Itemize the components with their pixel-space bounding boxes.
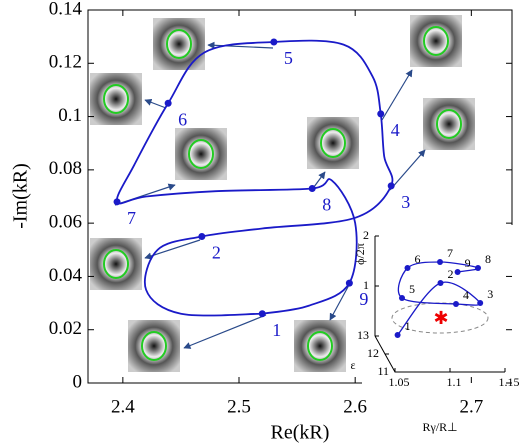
plot-frame: [87, 9, 513, 384]
inset-dashed-ring: [391, 302, 489, 334]
y-tick-label: 0.04: [49, 265, 83, 286]
mode-image: [175, 128, 227, 180]
inset-r-tick-label: 1.15: [499, 375, 520, 389]
trajectory: [115, 39, 394, 317]
mode-image: [128, 320, 180, 372]
point: [270, 38, 278, 46]
point-label: 7: [127, 208, 136, 228]
inset-point: [475, 265, 481, 271]
inset-r-tick-label: 1.1: [447, 375, 462, 389]
mode-image: [410, 15, 462, 67]
point: [258, 310, 266, 318]
x-tick-label: 2.7: [459, 396, 483, 417]
point-label: 2: [212, 243, 221, 263]
inset-r-tick-label: 1.05: [389, 375, 410, 389]
arrow: [144, 98, 167, 109]
inset-point-label: 1: [405, 319, 411, 333]
mode-contour: [103, 84, 129, 114]
inset-eps-label: ε: [350, 358, 355, 372]
point: [308, 185, 316, 193]
point-label: 6: [178, 109, 187, 129]
mode-contour: [436, 109, 462, 139]
x-axis-label: Re(kR): [271, 422, 330, 444]
inset-point-label: 5: [409, 282, 415, 296]
y-tick-label: 0.1: [58, 105, 82, 126]
inset-point-label: 4: [463, 288, 469, 302]
arrow: [207, 41, 274, 49]
inset-point-label: 2: [448, 267, 454, 281]
point: [377, 110, 385, 118]
inset-point: [404, 265, 411, 271]
point-label: 1: [272, 320, 281, 340]
arrow: [389, 149, 426, 191]
y-tick-label: 0.06: [49, 212, 82, 233]
point-label: 3: [401, 192, 410, 212]
mode-contour: [103, 249, 129, 279]
point-label: 4: [391, 120, 400, 140]
y-tick-label: 0: [73, 371, 83, 392]
inset-point: [477, 300, 484, 306]
inset-eps-tick-label: 11: [377, 364, 389, 378]
y-tick-label: 0.02: [49, 318, 82, 339]
x-tick-label: 2.5: [227, 396, 251, 417]
point-label: 9: [359, 289, 368, 309]
inset-point-label: 7: [447, 246, 453, 260]
y-tick-label: 0.08: [49, 158, 82, 179]
x-tick-label: 2.4: [111, 396, 135, 417]
mode-contour: [423, 26, 449, 56]
inset-point: [394, 332, 401, 338]
inset-point: [454, 269, 461, 275]
mode-image: [153, 18, 205, 70]
mode-image: [423, 98, 475, 150]
inset-point-label: 9: [465, 256, 471, 270]
x-tick-label: 2.6: [343, 396, 367, 417]
mode-contour: [166, 29, 192, 59]
arrow: [329, 284, 350, 321]
point: [198, 232, 206, 240]
inset-point-label: 3: [487, 287, 493, 301]
inset-point: [437, 280, 444, 286]
point: [164, 99, 172, 107]
mode-image: [307, 117, 359, 169]
inset-z-tick-label: 2: [363, 228, 369, 242]
inset-point: [453, 301, 459, 307]
mode-image: [90, 73, 142, 125]
inset-r-label: Rγ/R⊥: [422, 420, 457, 434]
inset-z-label: ϕ/2π: [353, 243, 367, 265]
mode-image: [90, 238, 142, 290]
inset-z-tick-label: 1: [363, 278, 369, 292]
inset-eps-tick-label: 13: [357, 328, 369, 342]
inset-point: [437, 259, 443, 265]
inset-point-label: 8: [485, 252, 491, 266]
mode-contour: [307, 331, 333, 361]
mode-insets: [90, 15, 475, 372]
inset-eps-tick-label: 12: [367, 346, 379, 360]
point: [387, 182, 395, 190]
point-label: 5: [284, 48, 293, 68]
inset-point-label: 6: [415, 252, 421, 266]
point: [345, 279, 353, 287]
y-axis-label: -Im(kR): [10, 163, 32, 229]
y-tick-label: 0.14: [49, 0, 83, 19]
mode-image: [294, 320, 346, 372]
point-label: 8: [322, 195, 331, 215]
y-tick-label: 0.12: [49, 52, 82, 73]
arrow: [183, 314, 267, 349]
inset-background: [362, 225, 520, 432]
inset-point: [399, 295, 405, 301]
mode-contour: [141, 331, 167, 361]
arrow: [381, 69, 413, 121]
mode-contour: [188, 139, 214, 169]
mode-contour: [320, 128, 346, 158]
point: [113, 198, 121, 206]
inset-star: ✱: [433, 308, 448, 328]
